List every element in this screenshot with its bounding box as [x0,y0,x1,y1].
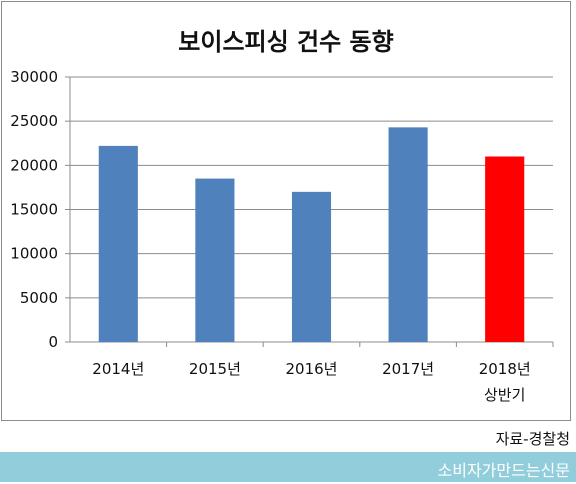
bar [195,178,235,342]
x-tick-label: 2014년 [92,360,144,378]
bar [291,191,332,342]
x-tick-label: 2015년 [189,360,241,378]
bar [388,127,428,342]
chart-frame [1,1,571,421]
y-tick-label: 10000 [10,245,58,263]
y-tick-label: 5000 [20,289,58,307]
y-tick-label: 25000 [10,112,58,130]
y-tick-label: 15000 [10,201,58,219]
source-note: 자료-경찰청 [495,430,570,448]
bar [485,156,525,342]
chart-title: 보이스피싱 건수 동향 [178,28,394,56]
bar [98,145,138,342]
x-tick-label: 상반기 [484,386,525,404]
y-tick-label: 0 [48,333,58,351]
footer-brand: 소비자가만드는신문 [437,461,570,480]
x-tick-label: 2016년 [286,360,338,378]
x-tick-label: 2017년 [382,360,434,378]
y-tick-label: 20000 [10,156,58,174]
bars [98,127,525,342]
footer-bar: 소비자가만드는신문 [0,452,576,482]
tick-labels: 0 5000 10000 15000 20000 25000 30000 2014년 2015년… [10,68,530,404]
y-tick-label: 30000 [10,68,58,86]
bar-chart: 0 5000 10000 15000 20000 25000 30000 2014년 2015년… [10,68,554,404]
x-tick-label: 2018년 [479,360,531,378]
